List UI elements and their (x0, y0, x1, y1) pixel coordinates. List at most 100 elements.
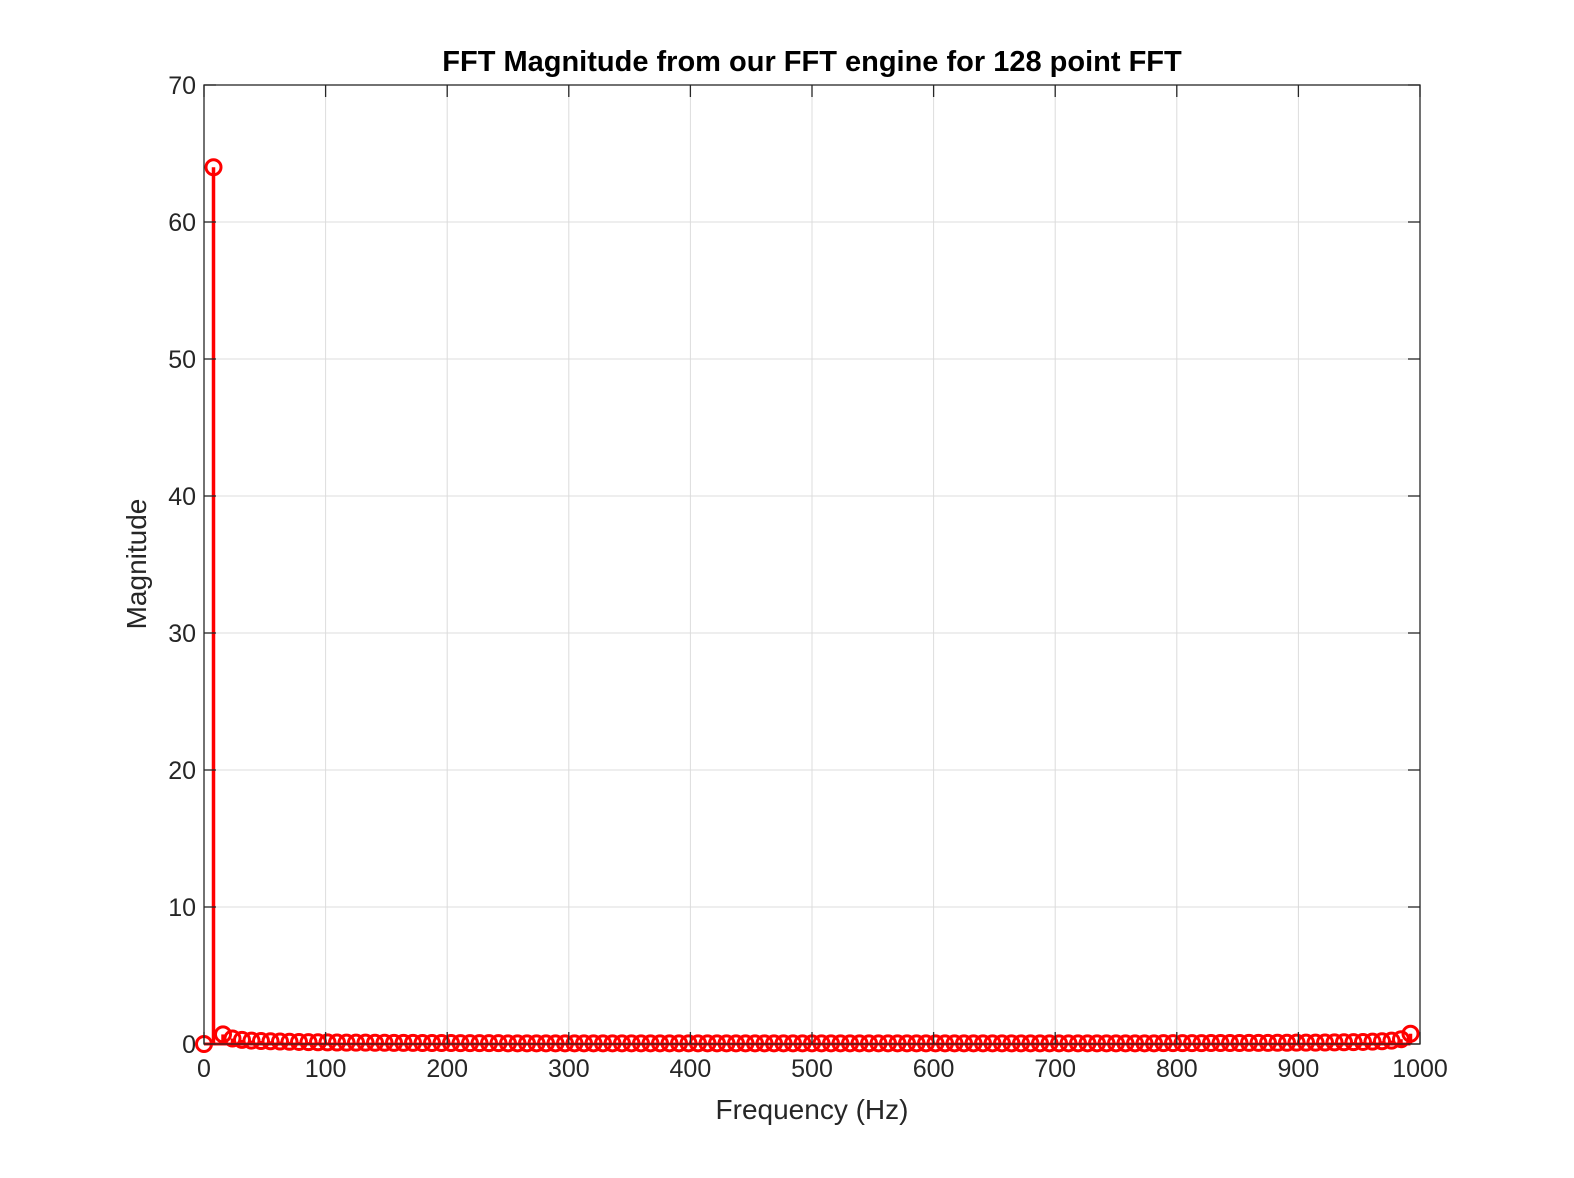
stem-marker (1050, 1034, 1068, 1053)
stem-marker (670, 1034, 688, 1053)
stem-marker (698, 1034, 717, 1053)
stem-marker (888, 1034, 907, 1053)
stem-marker (1059, 1034, 1078, 1053)
y-tick-label: 10 (168, 894, 196, 922)
stem-marker (1249, 1033, 1268, 1052)
stem-marker (461, 1034, 479, 1053)
stem-marker (204, 158, 223, 177)
stem-marker (1268, 1033, 1287, 1052)
x-tick-label: 200 (426, 1055, 468, 1083)
stem-marker (1002, 1034, 1021, 1053)
y-axis-label: Magnitude (121, 499, 152, 630)
stem-marker (1221, 1034, 1239, 1053)
stem-marker (1325, 1033, 1344, 1052)
stem-marker (394, 1033, 413, 1052)
y-tick-label: 0 (182, 1031, 196, 1059)
stem-marker (404, 1033, 422, 1052)
stem-marker (746, 1034, 764, 1053)
stem-marker (936, 1034, 954, 1053)
stem-marker (774, 1034, 793, 1053)
stem-marker (1392, 1030, 1410, 1049)
stem-marker (860, 1034, 878, 1053)
stem-marker (898, 1034, 916, 1053)
stem-marker (632, 1034, 650, 1053)
stem-marker (812, 1034, 831, 1053)
stem-marker (356, 1033, 375, 1052)
stem-marker (622, 1034, 641, 1053)
stem-marker (290, 1032, 308, 1051)
stem-marker (565, 1034, 584, 1053)
stem-marker (1040, 1034, 1059, 1053)
stem-marker (708, 1034, 726, 1053)
stem-marker (879, 1034, 897, 1053)
stem-marker (1240, 1033, 1258, 1052)
x-tick-label: 0 (197, 1055, 211, 1083)
y-tick-label: 20 (168, 757, 196, 785)
stem-marker (841, 1034, 859, 1053)
stem-marker (537, 1034, 555, 1053)
stem-marker (508, 1034, 527, 1053)
stem-marker (442, 1034, 460, 1053)
stem-marker (1183, 1034, 1201, 1053)
stem-marker (451, 1034, 470, 1053)
stem-marker (1316, 1033, 1334, 1052)
stem-marker (546, 1034, 565, 1053)
stem-marker (660, 1034, 679, 1053)
stem-marker (765, 1034, 783, 1053)
stem-marker (252, 1031, 270, 1050)
stem-marker (717, 1034, 736, 1053)
stem-marker (480, 1034, 498, 1053)
stem-marker (1287, 1033, 1306, 1052)
stem-marker (233, 1030, 251, 1049)
stem-marker (1259, 1033, 1277, 1052)
stem-marker (603, 1034, 622, 1053)
stem-marker (1354, 1032, 1372, 1051)
stem-marker (993, 1034, 1011, 1053)
stem-marker (489, 1034, 508, 1053)
stem-marker (1154, 1034, 1173, 1053)
stem-marker (223, 1029, 242, 1048)
stem-marker (1306, 1033, 1325, 1052)
chart-title: FFT Magnitude from our FFT engine for 12… (442, 46, 1182, 78)
x-tick-label: 100 (305, 1055, 347, 1083)
stem-marker (318, 1033, 337, 1052)
stem-marker (470, 1034, 489, 1053)
stem-marker (1145, 1034, 1163, 1053)
stem-marker (423, 1034, 441, 1053)
y-tick-label: 70 (168, 72, 196, 100)
stem-marker (1126, 1034, 1144, 1053)
grid (204, 85, 1420, 1044)
stem-marker (1078, 1034, 1097, 1053)
stem-marker (499, 1034, 517, 1053)
stem-marker (1021, 1034, 1040, 1053)
stem-marker (594, 1034, 612, 1053)
stem-marker (1031, 1034, 1049, 1053)
stem-marker (271, 1032, 289, 1051)
stem-marker (727, 1034, 745, 1053)
stem-marker (575, 1034, 593, 1053)
stem-marker (1373, 1032, 1391, 1051)
stem-marker (385, 1033, 403, 1052)
y-tick-label: 60 (168, 209, 196, 237)
stem-marker (1173, 1034, 1192, 1053)
stem-marker (337, 1033, 356, 1052)
stem-marker (1335, 1033, 1353, 1052)
stem-marker (831, 1034, 850, 1053)
stem-marker (822, 1034, 840, 1053)
stem-marker (1401, 1024, 1420, 1043)
stem-marker (945, 1034, 964, 1053)
stem-marker (328, 1033, 346, 1052)
stem-marker (850, 1034, 869, 1053)
stem-marker (641, 1034, 660, 1053)
stem-marker (755, 1034, 774, 1053)
x-tick-label: 300 (548, 1055, 590, 1083)
stem-marker (651, 1034, 669, 1053)
stem-marker (1135, 1034, 1154, 1053)
stem-marker (347, 1033, 365, 1052)
x-tick-label: 1000 (1392, 1055, 1448, 1083)
stem-marker (1278, 1033, 1296, 1052)
stem-marker (1164, 1034, 1182, 1053)
stem-marker (242, 1031, 261, 1050)
stem-marker (793, 1034, 812, 1053)
